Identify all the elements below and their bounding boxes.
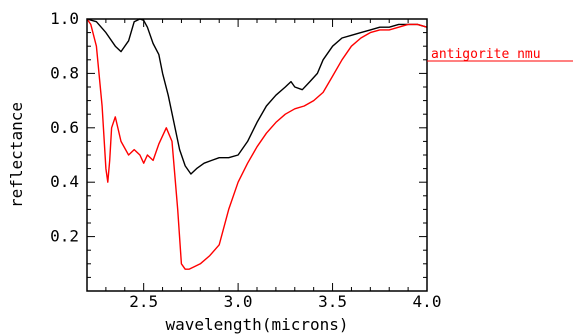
- legend: antigorite_nmu: [427, 47, 573, 62]
- y-axis-title: reflectance: [7, 102, 26, 208]
- legend-label: antigorite_nmu: [431, 47, 541, 62]
- y-tick-label: 0.6: [50, 118, 79, 137]
- series-line-antigorite_nmu: [87, 18, 427, 270]
- x-axis-title: wavelength(microns): [165, 315, 348, 334]
- x-tick-label: 4.0: [413, 292, 442, 311]
- x-tick-label: 3.5: [318, 292, 347, 311]
- y-tick-label: 0.2: [50, 227, 79, 246]
- y-tick-label: 1.0: [50, 9, 79, 28]
- ticks-layer: 2.5 3.0 3.5 4.0 0.2 0.4 0.6 0.8 1.0: [50, 9, 441, 311]
- x-tick-label: 2.5: [129, 292, 158, 311]
- y-tick-label: 0.4: [50, 172, 79, 191]
- x-tick-label: 3.0: [224, 292, 253, 311]
- y-tick-label: 0.8: [50, 63, 79, 82]
